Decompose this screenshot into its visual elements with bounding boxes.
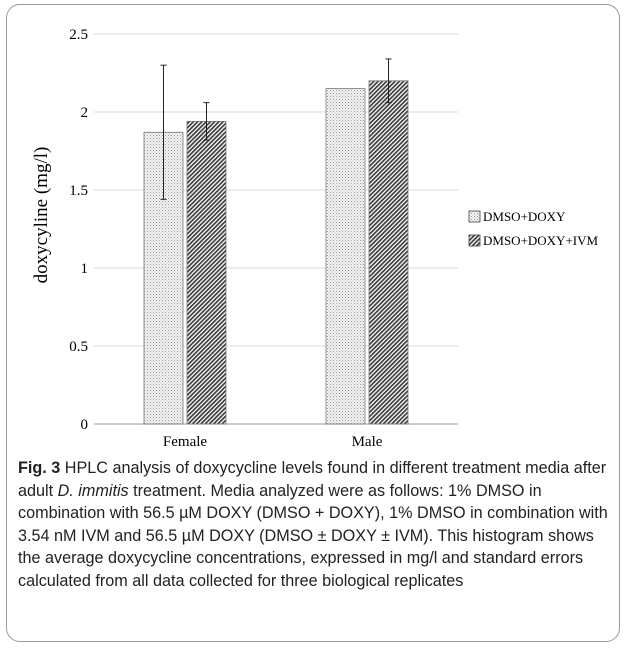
x-category-label: Female xyxy=(163,434,207,450)
legend-label: DMSO+DOXY xyxy=(483,209,566,224)
y-tick-label: 0 xyxy=(81,417,89,433)
legend-swatch xyxy=(468,234,481,247)
chart-area: 0 0.5 1 1.5 2 2.5 Female Male doxycyline (mg/l… xyxy=(31,27,598,450)
y-tick-label: 1 xyxy=(81,261,89,277)
bar xyxy=(325,88,366,425)
figure-label: Fig. 3 xyxy=(18,459,61,477)
y-tick-label: 1.5 xyxy=(69,183,88,199)
error-bars xyxy=(160,58,392,200)
y-tick-label: 2.5 xyxy=(69,27,88,43)
legend: DMSO+DOXY DMSO+DOXY+IVM xyxy=(468,209,598,248)
caption-species: D. immitis xyxy=(57,481,129,500)
caption-text-2: treatment. Media analyzed were as follow… xyxy=(18,481,608,590)
legend-swatch xyxy=(468,210,481,223)
figure-frame xyxy=(6,4,620,642)
caption-text-1: HPLC analysis of doxycycline levels foun… xyxy=(18,459,607,500)
bars xyxy=(143,80,409,425)
y-tick-labels: 0 0.5 1 1.5 2 2.5 xyxy=(69,27,88,433)
bar xyxy=(186,120,227,425)
y-axis-label: doxycyline (mg/l) xyxy=(31,147,52,284)
x-category-labels: Female Male xyxy=(163,434,383,450)
x-category-label: Male xyxy=(352,434,383,450)
legend-label: DMSO+DOXY+IVM xyxy=(483,233,598,248)
y-tick-label: 2 xyxy=(81,105,89,121)
bar-chart: 0 0.5 1 1.5 2 2.5 Female Male doxycyline (mg/l… xyxy=(31,27,598,450)
figure-caption: Fig. 3 HPLC analysis of doxycycline leve… xyxy=(18,457,618,593)
bar xyxy=(368,80,409,425)
y-tick-label: 0.5 xyxy=(69,339,88,355)
